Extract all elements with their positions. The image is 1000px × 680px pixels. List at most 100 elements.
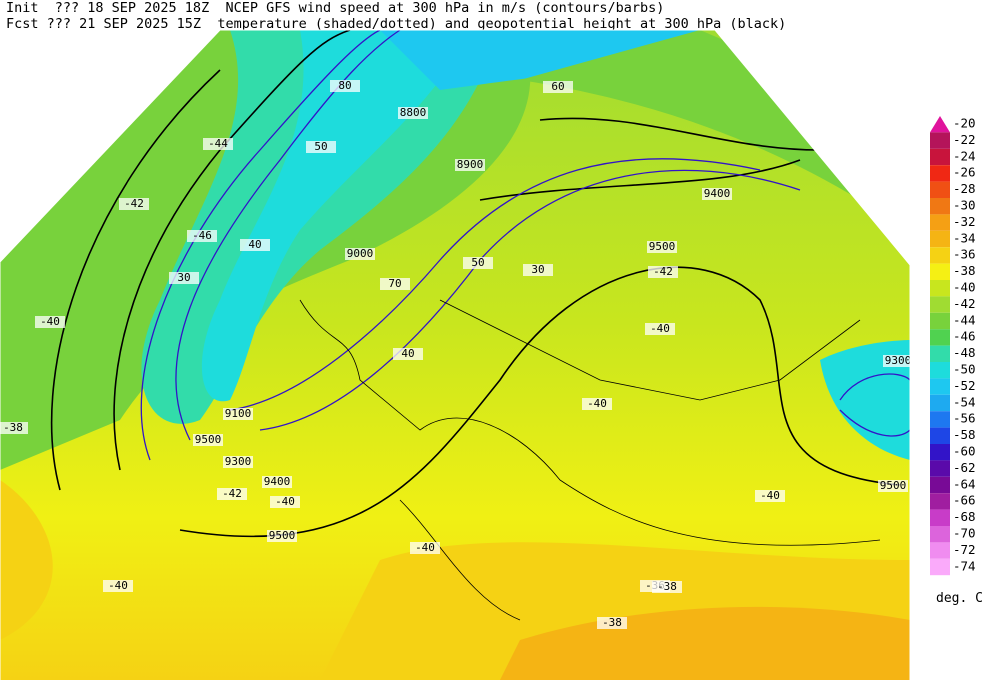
colorbar-box <box>930 132 950 149</box>
colorbar-box <box>930 214 950 231</box>
colorbar-label: -64 <box>953 476 976 491</box>
colorbar-box <box>930 263 950 280</box>
label-bg <box>223 456 253 468</box>
header-line: Fcst ??? 21 SEP 2025 15Z temperature (sh… <box>6 16 786 32</box>
colorbar-label: -46 <box>953 329 976 344</box>
contour-label: -40 <box>587 397 607 410</box>
label-bg <box>270 496 300 508</box>
label-bg <box>193 434 223 446</box>
colorbar-box <box>930 427 950 444</box>
label-bg <box>543 81 573 93</box>
label-bg <box>523 264 553 276</box>
colorbar-label: -40 <box>953 280 976 295</box>
label-bg <box>217 488 247 500</box>
contour-label: 9000 <box>347 247 374 260</box>
label-bg <box>380 278 410 290</box>
contour-label: -40 <box>40 315 60 328</box>
contour-label: -42 <box>222 487 242 500</box>
colorbar-label: -56 <box>953 411 976 426</box>
colorbar-label: -38 <box>953 263 976 278</box>
label-bg <box>262 476 292 488</box>
colorbar-label: -44 <box>953 312 976 327</box>
map-area: 8800 8900 9000 9100 9300 9400 9500 9500 9500 9400… <box>0 30 912 680</box>
contour-label: 8800 <box>400 106 427 119</box>
contour-label: -40 <box>650 322 670 335</box>
label-bg <box>597 617 627 629</box>
colorbar-label: -34 <box>953 230 976 245</box>
contour-label: 40 <box>248 238 261 251</box>
contour-label: -38 <box>657 580 677 593</box>
label-bg <box>306 141 336 153</box>
contour-label: -42 <box>124 197 144 210</box>
contour-label: -42 <box>653 265 673 278</box>
colorbar-label: -28 <box>953 181 976 196</box>
colorbar-label: -26 <box>953 165 976 180</box>
colorbar-label: -70 <box>953 526 976 541</box>
colorbar-box <box>930 329 950 346</box>
contour-label: 9100 <box>225 407 252 420</box>
label-bg <box>103 580 133 592</box>
colorbar-label: -36 <box>953 247 976 262</box>
label-bg <box>648 266 678 278</box>
label-bg <box>755 490 785 502</box>
colorbar-box <box>930 148 950 166</box>
contour-label: 9500 <box>269 529 296 542</box>
contour-label: -40 <box>275 495 295 508</box>
colorbar-unit: deg. C <box>936 591 983 606</box>
contour-label: 80 <box>338 79 351 92</box>
label-bg <box>0 422 28 434</box>
colorbar-box <box>930 542 950 559</box>
contour-label: 30 <box>177 271 190 284</box>
label-bg <box>647 241 677 253</box>
label-bg <box>582 398 612 410</box>
colorbar-box <box>930 444 950 461</box>
contour-label: -44 <box>208 137 228 150</box>
colorbar-box <box>930 230 950 248</box>
label-bg <box>223 408 253 420</box>
contour-label: 8900 <box>457 158 484 171</box>
colorbar-box <box>930 526 950 543</box>
contour-label: 40 <box>401 347 414 360</box>
contour-label: 70 <box>388 277 401 290</box>
contour-label: -38 <box>3 421 23 434</box>
contour-label: 9300 <box>225 455 252 468</box>
contour-label: -46 <box>192 229 212 242</box>
contour-label: 9300 <box>885 354 912 367</box>
colorbar-cap <box>930 116 950 133</box>
colorbar-label: -60 <box>953 444 976 459</box>
label-bg <box>645 323 675 335</box>
colorbar-label: -74 <box>953 558 976 573</box>
contour-label: 30 <box>531 263 544 276</box>
header-line: Init ??? 18 SEP 2025 18Z NCEP GFS wind s… <box>6 0 664 16</box>
colorbar-box <box>930 558 950 576</box>
label-bg <box>463 257 493 269</box>
contour-label: -40 <box>108 579 128 592</box>
label-bg <box>169 272 199 284</box>
contour-label: 9500 <box>195 433 222 446</box>
contour-label: 50 <box>314 140 327 153</box>
colorbar-label: -50 <box>953 362 976 377</box>
colorbar-label: -58 <box>953 427 976 442</box>
contour-label: -40 <box>415 541 435 554</box>
colorbar-box <box>930 411 950 428</box>
label-bg <box>455 159 485 171</box>
colorbar-label: -62 <box>953 460 976 475</box>
colorbar-box <box>930 460 950 477</box>
label-bg <box>267 530 297 542</box>
colorbar: -20-22-24 -26-28 -30-32-34 -36-38 -40-42-44 -… <box>930 116 976 576</box>
colorbar-box <box>930 165 950 182</box>
colorbar-label: -30 <box>953 198 976 213</box>
label-bg <box>393 348 423 360</box>
contour-label: 9400 <box>704 187 731 200</box>
colorbar-box <box>930 181 950 198</box>
contour-label: 9400 <box>264 475 291 488</box>
colorbar-box <box>930 312 950 330</box>
label-bg <box>119 198 149 210</box>
label-bg <box>240 239 270 251</box>
colorbar-label: -66 <box>953 493 976 508</box>
colorbar-label: -22 <box>953 132 976 147</box>
label-bg <box>330 80 360 92</box>
colorbar-box <box>930 345 950 362</box>
colorbar-box <box>930 280 950 297</box>
